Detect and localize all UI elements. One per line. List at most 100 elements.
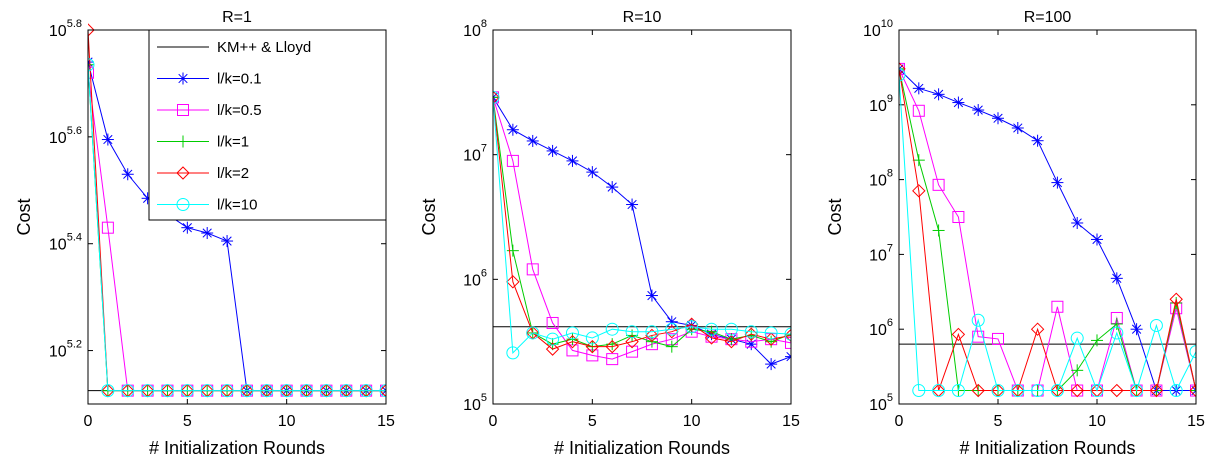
plot-area [899,62,1196,398]
data-point [912,184,926,198]
data-point [1091,233,1103,246]
x-tick-label: 10 [278,413,296,430]
chart-title: R=1 [222,9,252,26]
data-point [1090,384,1104,398]
data-point [566,154,579,167]
series-line [899,68,1196,392]
data-point [784,328,791,343]
x-tick-label: 15 [1187,413,1205,430]
data-point [1110,272,1123,285]
legend-entry: KM++ & Lloyd [157,39,311,56]
data-point [1011,384,1025,398]
x-tick-label: 15 [377,413,395,430]
data-point [625,325,639,339]
data-point [606,181,619,194]
data-point [565,326,579,340]
data-point [526,326,540,340]
data-point [1149,383,1164,398]
y-tick-label: 105.2 [49,339,82,361]
data-point [991,384,1005,398]
x-tick-label: 10 [1088,413,1106,430]
legend-entry: l/k=0.1 [157,71,262,88]
data-point [1130,384,1144,398]
data-point [899,68,906,82]
legend-entry: l/k=10 [157,197,257,214]
x-tick-label: 5 [588,413,597,430]
data-point [1169,292,1183,306]
x-axis-label: # Initialization Rounds [959,438,1135,458]
y-axis-label: Cost [825,198,845,235]
data-point [932,224,945,237]
x-tick-label: 0 [895,413,904,430]
x-tick-label: 5 [994,413,1003,430]
data-point [493,90,500,105]
data-point [665,340,678,353]
y-tick-label: 105.6 [49,125,82,147]
data-point [88,23,95,37]
series-line [899,68,1196,392]
series-line [493,97,791,365]
data-point [1149,318,1163,332]
data-point [506,346,520,360]
data-point [764,326,778,340]
data-point [1130,323,1143,336]
series-line [899,74,1196,393]
data-point [101,221,114,234]
data-point [180,384,194,398]
data-point [932,178,945,191]
data-point [606,353,619,366]
data-point [181,221,194,234]
y-tick-label: 109 [869,93,893,115]
data-point [744,325,758,339]
chart-panel-3: R=100 0 5 10 15 105 106 107 108 109 1010 # Initiali… [825,9,1205,458]
data-point [605,322,619,336]
data-point [912,384,926,398]
legend-marker [176,166,190,180]
data-point [1110,317,1123,330]
x-axis-label: # Initialization Rounds [149,438,325,458]
data-point [1110,383,1124,398]
series-line [493,97,791,350]
data-point [546,316,559,329]
legend-entry: l/k=1 [157,134,249,151]
y-tick-label: 108 [869,168,893,190]
x-tick-label: 0 [84,413,93,430]
data-point [705,322,719,336]
data-point [280,384,294,398]
data-point [545,342,560,356]
data-point [625,334,639,349]
data-point [506,275,520,289]
data-point [121,168,134,181]
data-point [493,91,499,104]
data-point [585,339,600,354]
data-point [952,211,965,223]
data-point [626,345,639,358]
legend-label: l/k=1 [217,134,249,151]
data-point [526,263,539,276]
data-point [546,332,560,346]
data-point [785,350,791,363]
plot-area [88,23,386,398]
data-point [565,334,580,349]
data-point [765,358,778,371]
legend-marker [177,104,189,116]
data-point [972,330,985,343]
legend-label: KM++ & Lloyd [217,39,311,56]
data-point [359,384,373,398]
data-point [1031,384,1045,398]
series-line [88,64,386,392]
data-point [951,327,966,342]
data-point [971,383,985,398]
series-l-k-1 [493,91,791,353]
data-point [952,96,965,109]
data-point [1091,334,1103,347]
data-point [1070,331,1084,345]
data-point [220,384,234,398]
data-point [240,384,254,398]
data-point [586,166,599,179]
data-point [1190,384,1196,397]
data-point [1051,300,1064,313]
x-tick-label: 10 [683,413,701,430]
series-l-k-0-5 [493,91,791,366]
